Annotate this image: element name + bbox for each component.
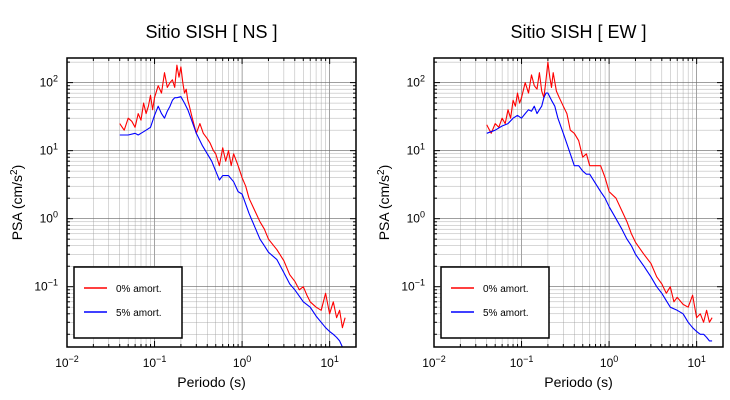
legend: 0% amort. 5% amort. xyxy=(440,266,550,339)
y-tick-label: 10−1 xyxy=(34,278,58,294)
y-axis-label: PSA (cm/s2) xyxy=(376,165,392,241)
legend-label-5pct: 5% amort. xyxy=(116,308,162,319)
legend-box xyxy=(73,266,183,339)
legend-label-0pct: 0% amort. xyxy=(483,284,529,295)
y-tick-label: 100 xyxy=(40,210,58,226)
x-tick-label: 10−1 xyxy=(510,354,534,370)
legend: 0% amort. 5% amort. xyxy=(73,266,183,339)
y-tick-label: 102 xyxy=(407,74,425,90)
series-line-5pct xyxy=(119,96,346,348)
x-tick-label: 101 xyxy=(687,354,705,370)
series-line-0pct xyxy=(119,64,346,329)
y-tick-label: 10−1 xyxy=(401,278,425,294)
chart-title: Sitio SISH [ EW ] xyxy=(510,22,646,42)
series-line-5pct xyxy=(486,92,713,342)
grid xyxy=(66,58,357,347)
x-tick-label: 10−2 xyxy=(422,354,446,370)
plot-frame xyxy=(433,57,724,348)
series-line-0pct xyxy=(486,61,713,323)
x-tick-label: 10−2 xyxy=(55,354,79,370)
y-tick-label: 102 xyxy=(40,74,58,90)
y-axis-label: PSA (cm/s2) xyxy=(9,165,25,241)
chart-title: Sitio SISH [ NS ] xyxy=(145,22,277,42)
series-group xyxy=(119,64,346,348)
x-axis-label: Periodo (s) xyxy=(177,374,245,390)
y-tick-label: 101 xyxy=(40,142,58,158)
x-tick-label: 10−1 xyxy=(143,354,167,370)
legend-label-5pct: 5% amort. xyxy=(483,308,529,319)
x-axis-label: Periodo (s) xyxy=(544,374,612,390)
legend-label-0pct: 0% amort. xyxy=(116,284,162,295)
chart-panel-ns: Sitio SISH [ NS ] 10−2 10−1 100 101 10−1 100 10… xyxy=(9,22,357,390)
y-tick-label: 100 xyxy=(407,210,425,226)
chart-panel-ew: Sitio SISH [ EW ] 10−2 10−1 100 101 10−1 100 10… xyxy=(376,22,724,390)
plot-frame xyxy=(66,57,357,348)
x-tick-label: 100 xyxy=(233,354,251,370)
series-group xyxy=(486,61,713,342)
legend-box xyxy=(440,266,550,339)
x-tick-label: 101 xyxy=(320,354,338,370)
y-tick-label: 101 xyxy=(407,142,425,158)
x-tick-label: 100 xyxy=(600,354,618,370)
